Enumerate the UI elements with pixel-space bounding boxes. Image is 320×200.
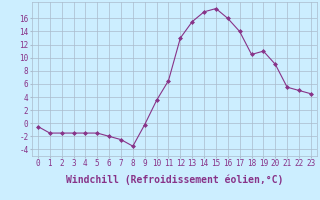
X-axis label: Windchill (Refroidissement éolien,°C): Windchill (Refroidissement éolien,°C) [66, 174, 283, 185]
